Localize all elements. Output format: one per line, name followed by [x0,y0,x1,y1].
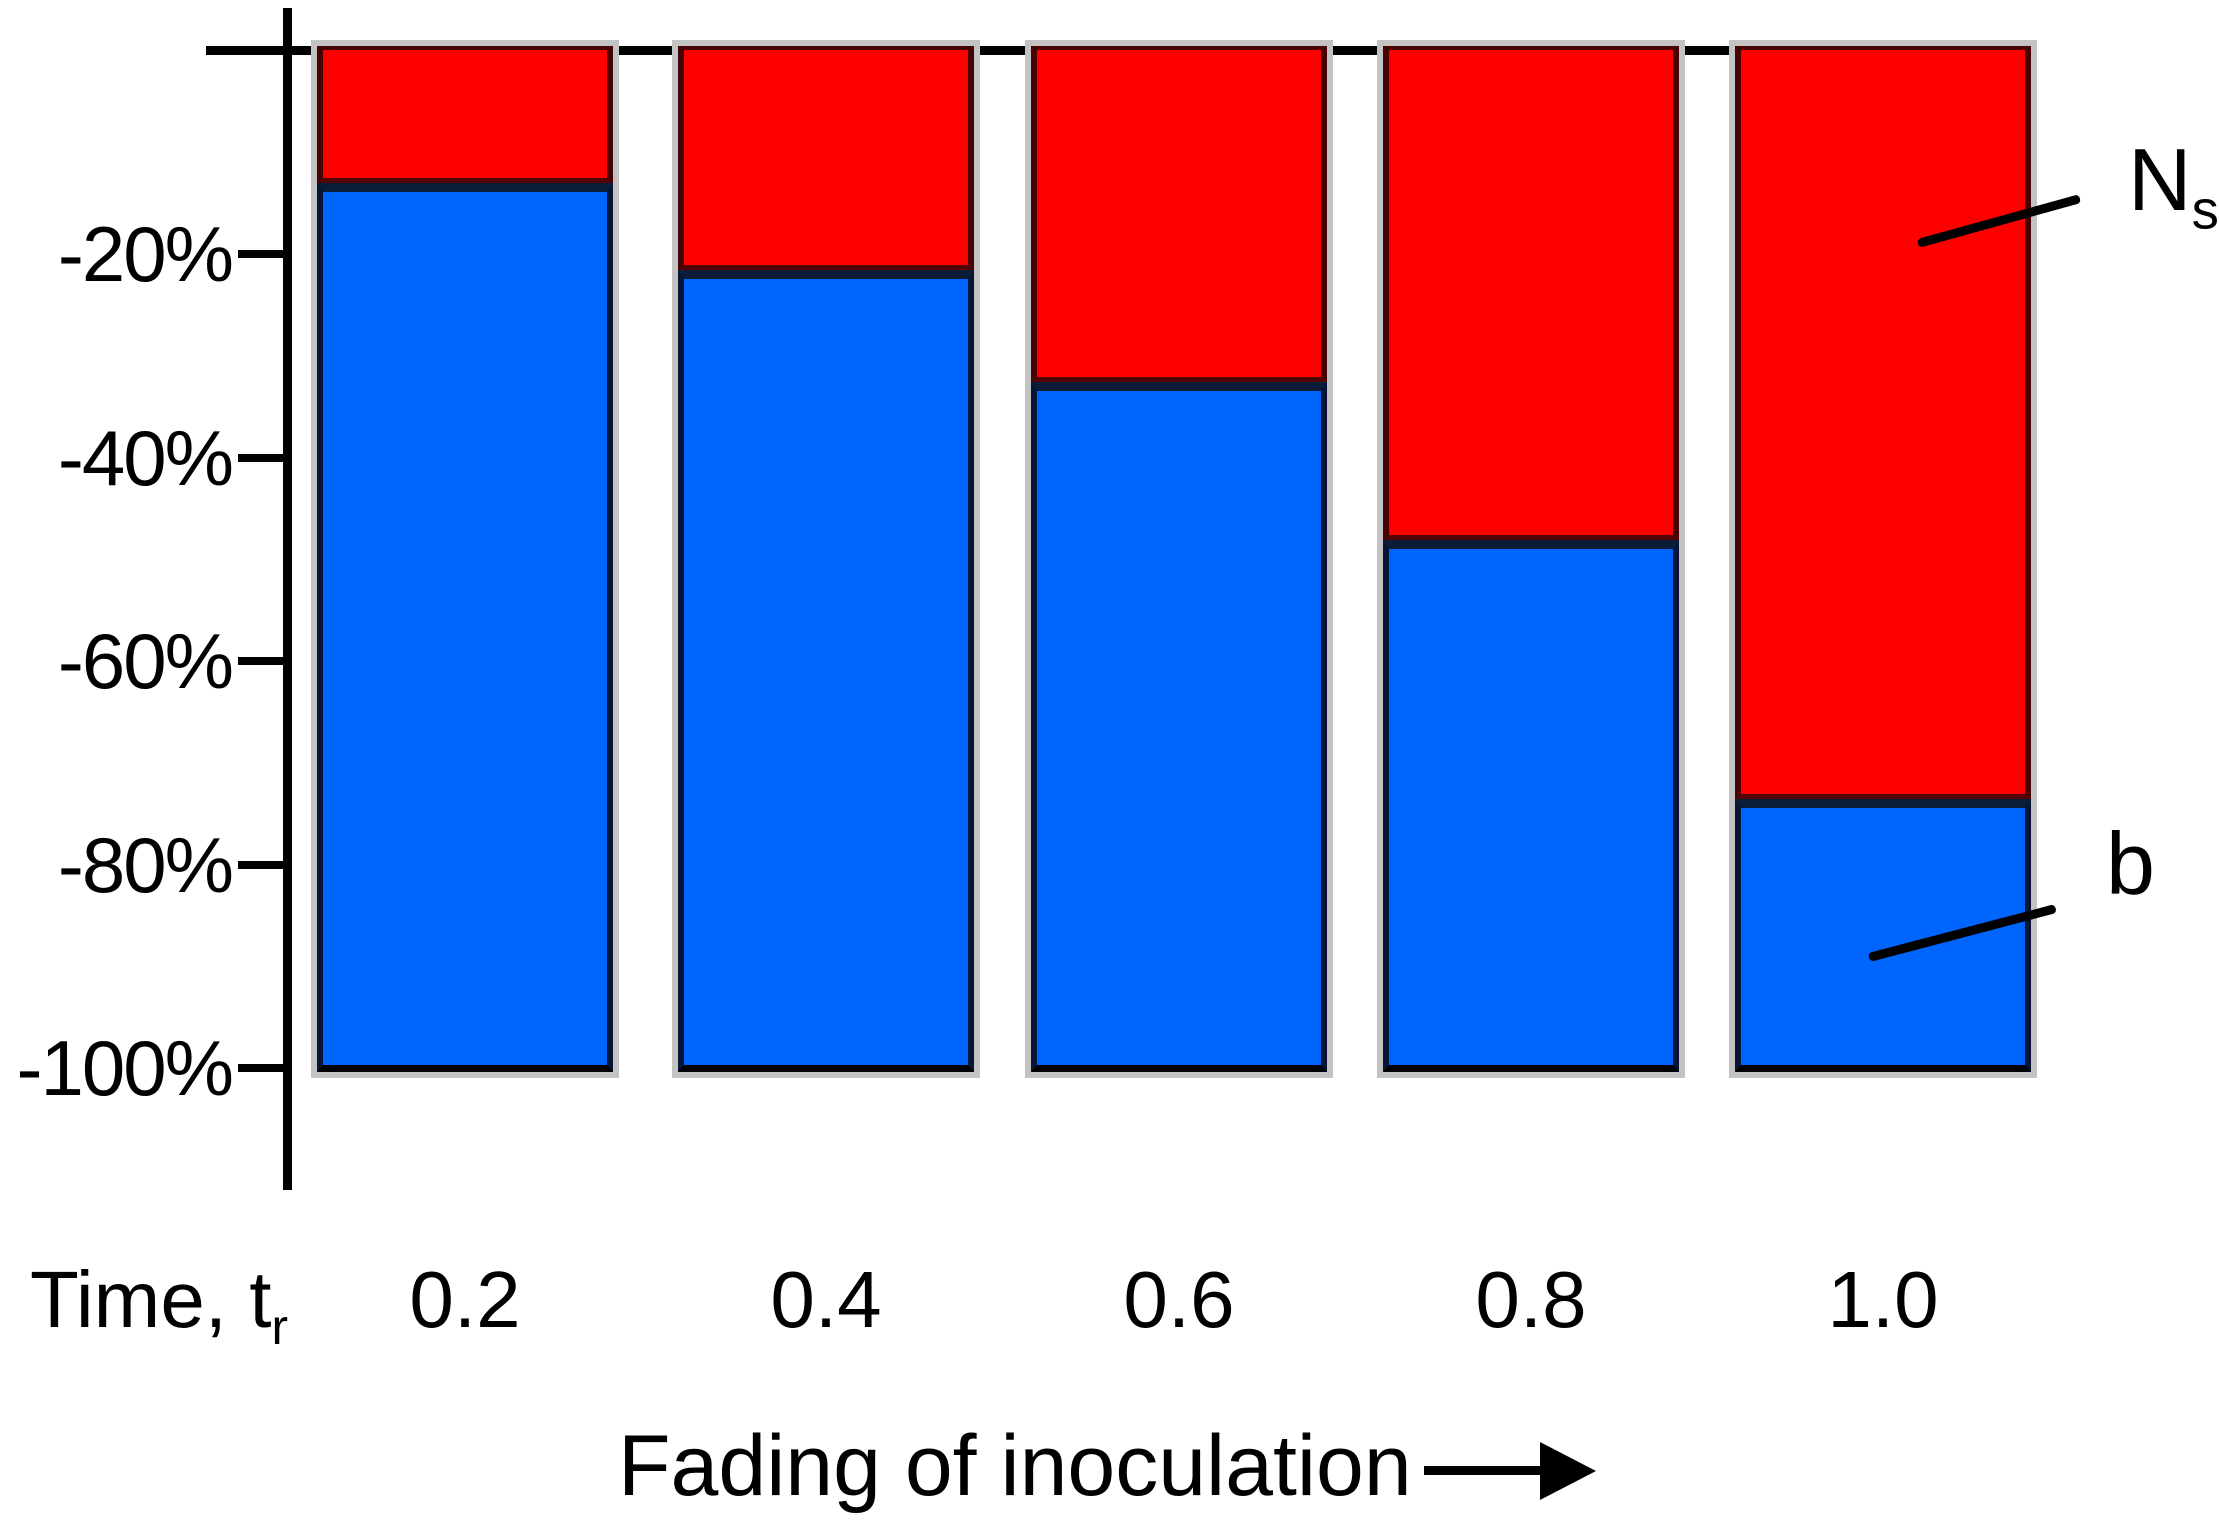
right-arrow-tail [1424,1466,1542,1475]
legend-label-ns-main: N [2128,130,2192,229]
y-tick-mark [238,250,286,258]
ns-segment [1383,46,1679,540]
x-axis-title: Time, tr [30,1255,288,1356]
x-axis-title-text: Time, t [30,1255,272,1344]
stacked-bar [1031,46,1327,1072]
y-tick-label: -60% [57,617,234,705]
y-tick-label: -40% [57,414,234,502]
ns-segment [678,46,974,270]
b-segment [1031,382,1327,1072]
x-category-label: 0.2 [409,1255,521,1344]
legend-label-ns-subscript: s [2191,179,2219,241]
x-category-label: 0.8 [1475,1255,1587,1344]
ns-segment [317,46,613,183]
y-tick-mark [238,861,286,869]
y-tick-mark [238,657,286,665]
x-axis-label: Fading of inoculation [618,1418,1412,1514]
y-tick-mark [238,1064,286,1072]
b-segment [1735,799,2031,1072]
stacked-bar [317,46,613,1072]
legend-label-ns: Ns [2128,130,2219,241]
ns-segment [1031,46,1327,382]
stacked-bar [1735,46,2031,1072]
b-segment [678,270,974,1072]
b-segment [317,183,613,1072]
y-tick-label: -80% [57,821,234,909]
right-arrow-icon [1540,1442,1596,1500]
x-category-label: 1.0 [1827,1255,1939,1344]
stacked-bar [678,46,974,1072]
x-axis-title-subscript: r [271,1299,288,1355]
y-tick-label: -100% [16,1024,234,1112]
y-tick-label: -20% [57,210,234,298]
y-tick-mark [238,454,286,462]
x-category-label: 0.4 [770,1255,882,1344]
b-segment [1383,540,1679,1072]
legend-label-b: b [2106,814,2155,913]
stacked-bar [1383,46,1679,1072]
y-axis-line [283,8,292,1190]
x-category-label: 0.6 [1123,1255,1235,1344]
ns-segment [1735,46,2031,799]
